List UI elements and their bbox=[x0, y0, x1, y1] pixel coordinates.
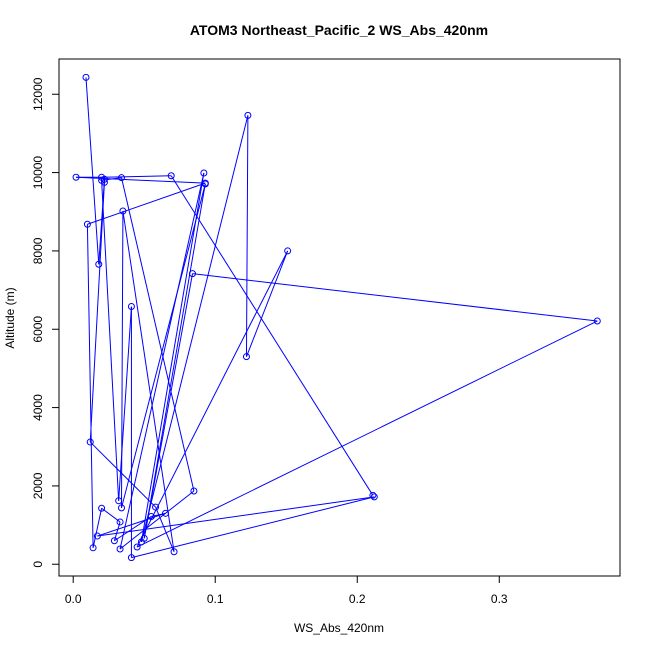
data-point bbox=[98, 173, 106, 181]
data-point bbox=[244, 111, 252, 119]
data-point bbox=[98, 504, 106, 512]
x-tick-label: 0.2 bbox=[349, 592, 366, 606]
series-line-segment bbox=[143, 183, 206, 539]
series-line-segment bbox=[151, 512, 166, 517]
data-point bbox=[83, 220, 91, 228]
data-point bbox=[86, 438, 94, 446]
data-point bbox=[115, 497, 123, 505]
series-layer bbox=[72, 73, 601, 562]
data-point bbox=[189, 270, 197, 278]
series-line-segment bbox=[101, 175, 172, 178]
series-line-segment bbox=[245, 115, 249, 357]
plot-area-frame bbox=[58, 58, 621, 577]
y-tick-label: 8000 bbox=[31, 237, 45, 264]
series-line-segment bbox=[246, 250, 289, 357]
data-point bbox=[89, 544, 97, 552]
y-tick-label: 12000 bbox=[31, 77, 45, 111]
data-point bbox=[93, 532, 101, 540]
series-line-segment bbox=[136, 320, 598, 548]
y-tick-label: 10000 bbox=[31, 156, 45, 190]
y-tick-label: 0 bbox=[31, 561, 45, 568]
data-point bbox=[72, 173, 80, 181]
series-line-segment bbox=[97, 496, 375, 537]
data-point bbox=[133, 543, 141, 551]
series-line-segment bbox=[121, 183, 206, 508]
data-point bbox=[200, 169, 208, 177]
data-point bbox=[117, 504, 125, 512]
series-line-segment bbox=[136, 250, 289, 548]
data-point bbox=[137, 538, 145, 546]
series-line-segment bbox=[101, 507, 121, 523]
series-line-segment bbox=[121, 177, 195, 492]
data-point bbox=[284, 247, 292, 255]
series-line-segment bbox=[119, 490, 195, 550]
series-line-segment bbox=[86, 224, 94, 548]
x-axis-label: WS_Abs_420nm bbox=[294, 621, 384, 635]
x-axis: 0.0 0.1 0.2 0.3 bbox=[65, 575, 508, 606]
data-point bbox=[127, 554, 135, 562]
y-tick-label: 6000 bbox=[31, 316, 45, 343]
y-tick-label: 4000 bbox=[31, 394, 45, 421]
series-line-segment bbox=[87, 182, 206, 225]
series-line-segment bbox=[76, 176, 206, 184]
series-line-segment bbox=[170, 175, 374, 496]
data-point bbox=[147, 512, 155, 520]
data-point bbox=[190, 487, 198, 495]
data-point bbox=[119, 207, 127, 215]
x-tick-label: 0.3 bbox=[491, 592, 508, 606]
data-point bbox=[82, 73, 90, 81]
series-line-segment bbox=[140, 115, 249, 543]
y-axis: 0 2000 4000 6000 8000 10000 12000 bbox=[31, 77, 60, 568]
series-line-segment bbox=[89, 182, 105, 443]
data-point bbox=[242, 353, 250, 361]
series-line-segment bbox=[118, 306, 132, 501]
data-point bbox=[369, 491, 377, 499]
data-point bbox=[116, 518, 124, 526]
data-point bbox=[152, 503, 160, 511]
data-point bbox=[167, 172, 175, 180]
data-point bbox=[116, 545, 124, 553]
y-tick-label: 2000 bbox=[31, 472, 45, 499]
series-line-segment bbox=[92, 508, 103, 548]
y-axis-label: Altitude (m) bbox=[3, 287, 17, 348]
series-line-segment bbox=[120, 210, 124, 508]
data-point bbox=[170, 548, 178, 556]
series-line-segment bbox=[140, 172, 205, 543]
data-point bbox=[117, 174, 125, 182]
x-tick-label: 0.0 bbox=[65, 592, 82, 606]
data-point bbox=[95, 260, 103, 268]
series-line-segment bbox=[143, 273, 193, 539]
data-point bbox=[162, 509, 170, 517]
series-line-segment bbox=[89, 441, 156, 508]
data-point bbox=[201, 179, 209, 187]
data-point bbox=[370, 493, 378, 501]
series-line-segment bbox=[192, 273, 598, 322]
data-point bbox=[127, 303, 135, 311]
data-point bbox=[593, 317, 601, 325]
series-line-segment bbox=[101, 180, 120, 501]
chart-title: ATOM3 Northeast_Pacific_2 WS_Abs_420nm bbox=[190, 22, 488, 38]
x-tick-label: 0.1 bbox=[207, 592, 224, 606]
series-line-segment bbox=[85, 77, 100, 265]
data-point bbox=[110, 537, 118, 545]
series-line-segment bbox=[122, 210, 175, 552]
series-line-segment bbox=[119, 172, 205, 550]
series-line-segment bbox=[131, 496, 375, 559]
data-point bbox=[98, 176, 106, 184]
series-line-segment bbox=[114, 516, 152, 542]
